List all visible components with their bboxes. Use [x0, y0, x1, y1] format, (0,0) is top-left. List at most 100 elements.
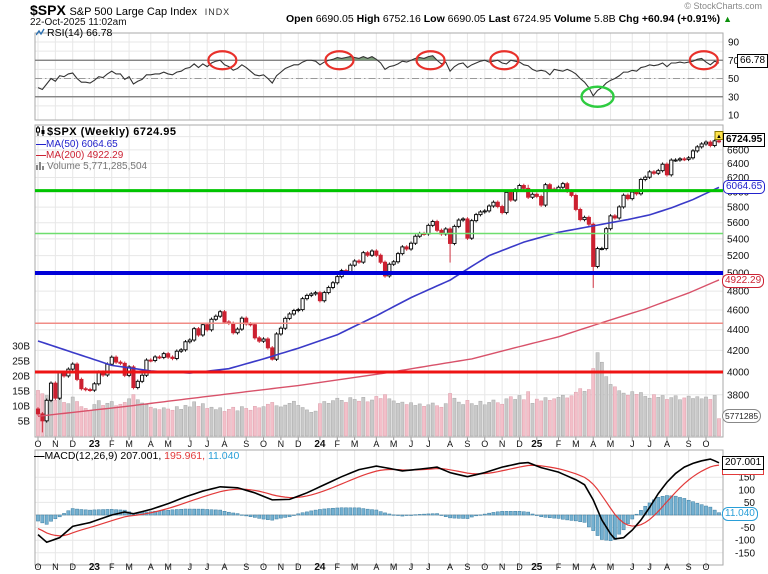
month-axis-label: S [686, 439, 692, 449]
macd-hist-bar [699, 504, 704, 516]
copyright: © StockCharts.com [684, 1, 762, 11]
volume-bar [57, 398, 62, 437]
candle-body [57, 372, 62, 399]
price-axis-label: 5600 [727, 218, 750, 229]
macd-hist-bar [335, 507, 340, 516]
volume-bar [534, 398, 539, 437]
macd-hist-bar [517, 511, 522, 516]
volume-bar [261, 406, 266, 437]
volume-bar [196, 406, 201, 437]
volume-bar [712, 394, 717, 437]
month-axis-label: N [499, 439, 506, 449]
macd-hist-bar [79, 509, 84, 516]
candle-body [88, 389, 93, 391]
macd-hist-bar [170, 509, 175, 516]
volume-bar [482, 404, 487, 437]
candle-body [44, 399, 49, 422]
candle-body [591, 223, 596, 267]
candle-body [686, 157, 691, 160]
macd-line-icon: — [34, 450, 45, 462]
volume-bar [652, 394, 656, 437]
candle-body [287, 313, 292, 319]
candle-body [400, 246, 405, 255]
volume-bar [569, 395, 574, 437]
volume-bar [439, 406, 444, 437]
macd-value: 207.001, [120, 450, 162, 462]
month-axis-label: M [164, 562, 172, 572]
candle-body [461, 218, 466, 221]
volume-label: Volume [553, 13, 592, 25]
candle-body [404, 246, 409, 250]
volume-bar [70, 396, 75, 437]
candle-body [604, 228, 609, 250]
volume-bar [365, 401, 370, 437]
macd-hist-bar [196, 508, 201, 516]
macd-hist-bar [508, 511, 513, 516]
macd-axis-label: -50 [741, 523, 756, 534]
volume-bar [682, 397, 687, 437]
candle-body [582, 216, 587, 221]
candle-body [651, 171, 656, 174]
price-axis-label: 3800 [727, 390, 750, 401]
candle-body [539, 195, 544, 206]
month-axis-label: D [295, 439, 302, 449]
macd-hist-bar [96, 509, 101, 516]
candle-body [534, 193, 539, 197]
chart-title: $SPX S&P 500 Large Cap Index INDX [30, 2, 230, 18]
candle-body [235, 328, 240, 334]
volume-bar [357, 400, 361, 437]
macd-axis-label: -100 [735, 536, 755, 547]
volume-bar [508, 396, 513, 437]
month-axis-label: D [69, 562, 76, 572]
volume-bar [699, 398, 704, 437]
candle-body [322, 292, 327, 302]
macd-hist-bar [491, 512, 496, 516]
macd-hist-bar [448, 514, 452, 519]
candle-body [448, 228, 453, 244]
candle-body [352, 260, 357, 266]
macd-hist-bar [57, 514, 62, 518]
candle-body [48, 382, 54, 401]
candle-body [708, 141, 713, 146]
price-axis-label: 5400 [727, 234, 750, 245]
month-axis-label: A [664, 439, 670, 449]
candle-body [408, 242, 414, 250]
volume-bar [600, 361, 604, 437]
macd-hist-bar [274, 514, 279, 520]
macd-hist-bar [504, 511, 509, 516]
volume-bar [660, 395, 665, 437]
macd-hist-bar [205, 509, 210, 516]
macd-hist-bar [200, 508, 205, 516]
candle-body [430, 221, 435, 226]
volume-bar [613, 386, 617, 437]
price-legend-text: $SPX (Weekly) 6724.95 [47, 126, 177, 138]
volume-bar [443, 403, 448, 437]
month-axis-label: D [69, 439, 76, 449]
candle-body [378, 254, 383, 263]
macd-hist-bar [213, 509, 218, 516]
price-axis-label: 5200 [727, 251, 750, 262]
candle-body [599, 248, 604, 251]
volume-bar [244, 408, 249, 437]
candles [35, 139, 722, 433]
macd-hist-bar [422, 513, 426, 516]
macd-hist-bar [378, 511, 383, 516]
macd-hist-bar [669, 495, 674, 516]
high-value: 6752.16 [382, 13, 421, 25]
volume-bar [227, 409, 231, 437]
macd-hist-bar [413, 514, 418, 516]
price-axis-label: 4200 [727, 346, 750, 357]
candle-body [96, 371, 101, 385]
macd-hist-bar [161, 510, 166, 516]
macd-hist-bar [465, 514, 470, 519]
macd-hist-bar [469, 514, 474, 518]
rsi-red-circle [207, 50, 238, 71]
candle-body [673, 159, 678, 162]
volume-bar [595, 352, 600, 437]
volume-bar [686, 395, 691, 437]
month-axis-label: A [590, 439, 596, 449]
chart-datetime: 22-Oct-2025 11:02am [30, 17, 127, 28]
macd-hist-bar [62, 513, 66, 516]
macd-hist-bar [352, 507, 357, 516]
